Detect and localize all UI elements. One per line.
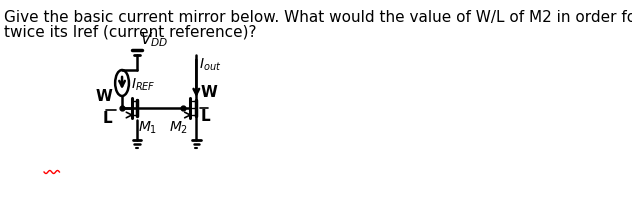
- Text: twice its Iref (current reference)?: twice its Iref (current reference)?: [4, 24, 257, 39]
- Text: $I_{REF}$: $I_{REF}$: [131, 77, 155, 93]
- Text: W: W: [200, 85, 217, 100]
- Text: W: W: [95, 89, 112, 104]
- Text: $V_{DD}$: $V_{DD}$: [140, 30, 168, 49]
- Text: L: L: [103, 111, 112, 126]
- Text: Give the basic current mirror below. What would the value of W/L of M2 in order : Give the basic current mirror below. Wha…: [4, 10, 632, 25]
- Text: $M_2$: $M_2$: [169, 120, 188, 136]
- Text: $I_{out}$: $I_{out}$: [199, 57, 221, 74]
- Text: L: L: [200, 109, 210, 124]
- Text: $M_1$: $M_1$: [138, 120, 158, 136]
